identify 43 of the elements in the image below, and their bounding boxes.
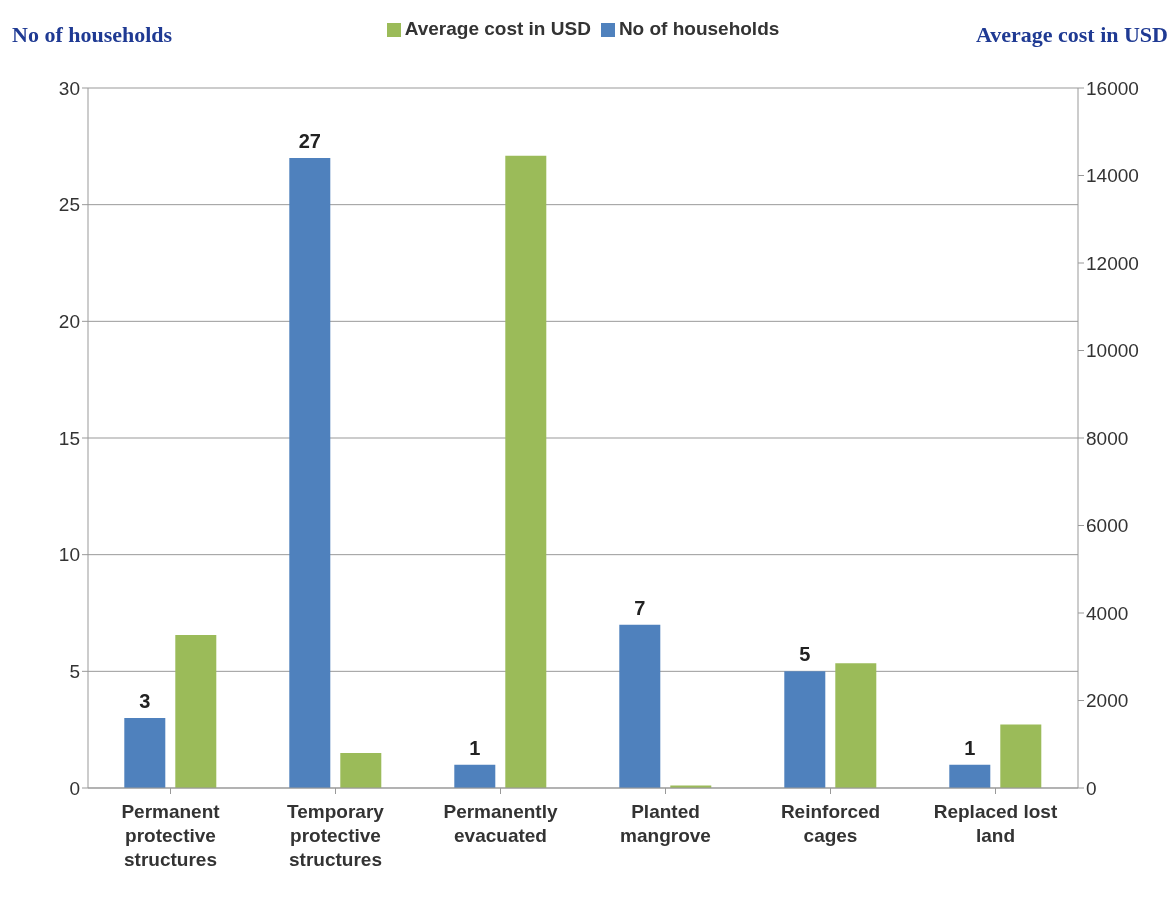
bar: [949, 764, 991, 788]
y2-tick-label: 6000: [1086, 515, 1129, 537]
data-label: 27: [298, 130, 321, 152]
bar: [784, 671, 826, 788]
bar: [175, 634, 217, 788]
y-tick-label: 10: [58, 544, 80, 566]
y2-tick-label: 0: [1086, 777, 1097, 799]
legend-label: Average cost in USD: [404, 18, 591, 39]
y2-tick-label: 8000: [1086, 427, 1129, 449]
bar: [619, 624, 661, 788]
x-tick-label: Reinforced cages: [780, 801, 881, 846]
bar: [454, 764, 496, 788]
x-tick-label: Permanent protective structures: [121, 801, 221, 870]
y-tick-label: 15: [58, 427, 80, 449]
y-axis-title: No of households: [12, 22, 173, 48]
x-tick-label: Temporary protective structures: [287, 801, 385, 870]
bar: [1000, 724, 1042, 788]
data-label: 1: [469, 736, 481, 759]
y2-tick-label: 12000: [1086, 252, 1139, 274]
y2-tick-label: 2000: [1086, 690, 1129, 712]
bar: [124, 718, 166, 788]
data-label: 7: [634, 596, 646, 619]
y-tick-label: 25: [58, 194, 80, 216]
bar: [289, 158, 331, 788]
y2-tick-label: 4000: [1086, 602, 1129, 624]
x-tick-label: Permanently evacuated: [443, 801, 558, 846]
x-tick-label: Planted mangrove: [620, 801, 711, 846]
data-label: 1: [964, 736, 976, 759]
y2-tick-label: 10000: [1086, 340, 1139, 362]
data-label: 3: [139, 690, 151, 712]
y2-tick-label: 16000: [1086, 77, 1139, 99]
y2-axis-title: Average cost in USD: [975, 22, 1168, 48]
y-tick-label: 20: [58, 311, 80, 333]
data-label: 5: [799, 643, 811, 666]
y-tick-label: 0: [69, 777, 80, 799]
bar: [835, 663, 877, 788]
y-tick-label: 30: [58, 77, 80, 99]
bar: [340, 753, 382, 788]
x-tick-label: Replaced lost land: [933, 801, 1058, 846]
bar: [505, 155, 547, 788]
legend-label: No of households: [618, 18, 780, 39]
y2-tick-label: 14000: [1086, 165, 1139, 187]
y-tick-label: 5: [69, 661, 80, 683]
